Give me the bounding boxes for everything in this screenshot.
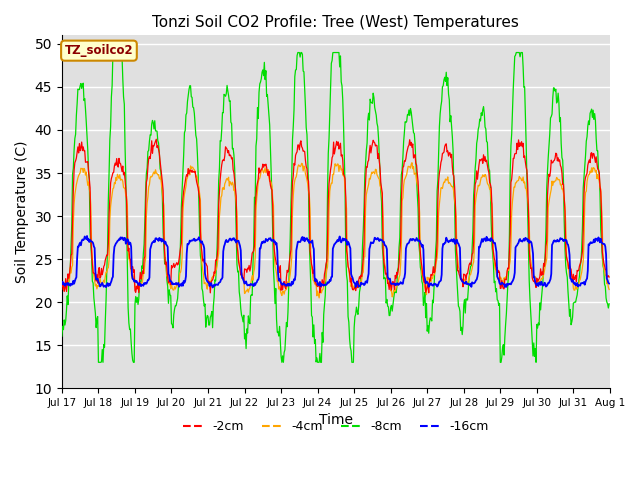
Legend: -2cm, -4cm, -8cm, -16cm: -2cm, -4cm, -8cm, -16cm (179, 415, 493, 438)
Y-axis label: Soil Temperature (C): Soil Temperature (C) (15, 141, 29, 283)
Text: TZ_soilco2: TZ_soilco2 (65, 44, 133, 57)
Title: Tonzi Soil CO2 Profile: Tree (West) Temperatures: Tonzi Soil CO2 Profile: Tree (West) Temp… (152, 15, 519, 30)
X-axis label: Time: Time (319, 413, 353, 427)
